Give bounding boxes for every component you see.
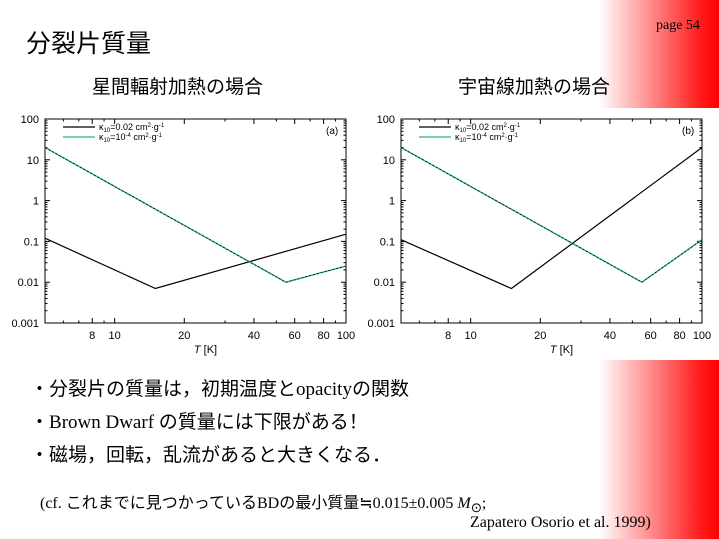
x-tick-label: 40 — [604, 330, 616, 342]
citation-reference: Zapatero Osorio et al. 1999) — [470, 514, 651, 531]
bullet-list: ・分裂片の質量は，初期温度とopacityの関数 ・Brown Dwarf の質… — [30, 373, 409, 471]
y-tick-label: 0.001 — [11, 318, 39, 330]
chart-a: 100 10 1 0.1 0.01 0.001 8 10 20 40 60 80 100 T [K] (a)… — [11, 114, 355, 356]
x-tick-label: 20 — [178, 330, 190, 342]
bullet-item-3: ・磁場，回転，乱流があると大きくなる． — [30, 444, 392, 466]
x-tick-label: 10 — [465, 330, 477, 342]
x-axis-label: T [K] — [550, 344, 573, 356]
legend-label-1: κ10=0.02 cm2·g-1 — [99, 122, 165, 134]
series-line-2-dash — [400, 147, 703, 283]
series-line-1 — [400, 147, 703, 290]
page-number: page 54 — [656, 18, 700, 33]
y-tick-label: 0.1 — [24, 236, 39, 248]
x-axis-label: T [K] — [194, 344, 217, 356]
x-tick-label: 8 — [89, 330, 95, 342]
panel-label: (a) — [326, 126, 338, 137]
red-gradient-bottom — [599, 360, 719, 539]
series-line-1 — [44, 233, 347, 290]
x-tick-label: 100 — [337, 330, 355, 342]
legend-label-2: κ10=10-4 cm2·g-1 — [455, 132, 519, 144]
y-tick-label: 10 — [383, 155, 395, 167]
y-tick-label: 0.01 — [374, 277, 395, 289]
series-line-2-dash — [44, 147, 347, 283]
panel-label: (b) — [682, 126, 694, 137]
x-tick-label: 60 — [289, 330, 301, 342]
chart-b: 100 10 1 0.1 0.01 0.001 8 10 20 40 60 80 100 T [K] (b)… — [367, 114, 711, 356]
red-gradient-top — [599, 0, 719, 108]
chart-b-title: 宇宙線加熱の場合 — [458, 76, 611, 98]
bullet-item-1: ・分裂片の質量は，初期温度とopacityの関数 — [30, 378, 409, 400]
y-tick-label: 100 — [377, 114, 395, 126]
x-tick-label: 8 — [445, 330, 451, 342]
y-tick-label: 0.001 — [367, 318, 395, 330]
x-tick-label: 40 — [248, 330, 260, 342]
plot-frame — [44, 118, 347, 324]
slide-title: 分裂片質量 — [26, 29, 152, 58]
y-tick-label: 10 — [27, 155, 39, 167]
y-tick-label: 1 — [33, 196, 39, 208]
x-tick-label: 80 — [673, 330, 685, 342]
legend-label-1: κ10=0.02 cm2·g-1 — [455, 122, 521, 134]
y-tick-label: 1 — [389, 196, 395, 208]
bullet-item-2: ・Brown Dwarf の質量には下限がある！ — [30, 411, 368, 433]
citation-note: (cf. これまでに見つかっているBDの最小質量≒0.015±0.005 M⊙; — [40, 493, 487, 516]
y-tick-label: 100 — [21, 114, 39, 126]
x-tick-label: 80 — [317, 330, 329, 342]
plot-frame — [400, 118, 703, 324]
y-tick-label: 0.01 — [18, 277, 39, 289]
x-tick-label: 60 — [645, 330, 657, 342]
x-tick-label: 100 — [693, 330, 711, 342]
chart-a-title: 星間輻射加熱の場合 — [92, 76, 264, 98]
x-tick-label: 20 — [534, 330, 546, 342]
legend-label-2: κ10=10-4 cm2·g-1 — [99, 132, 163, 144]
x-tick-label: 10 — [109, 330, 121, 342]
y-tick-label: 0.1 — [380, 236, 395, 248]
